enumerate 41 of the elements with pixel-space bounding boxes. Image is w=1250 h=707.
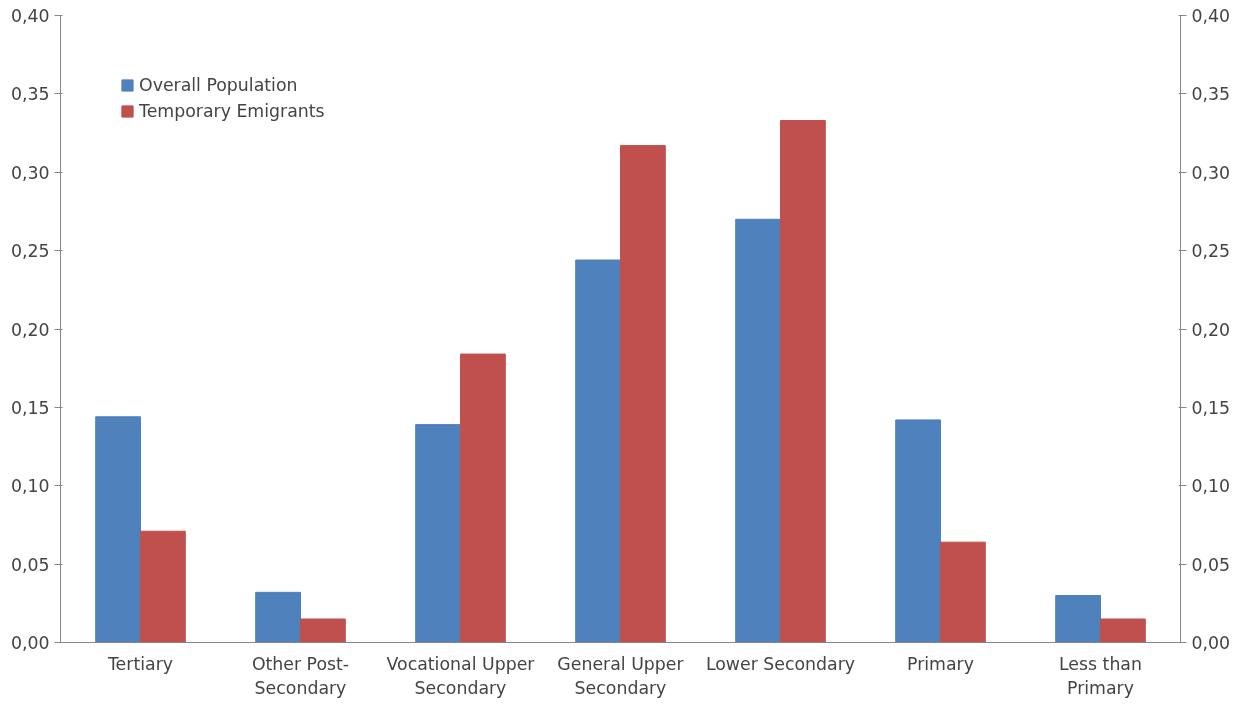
x-tick-label: Primary	[907, 653, 974, 674]
bar	[575, 259, 621, 643]
x-tick-label: Other Post-Secondary	[251, 653, 350, 698]
y2-tick-label: 0,30	[1191, 162, 1231, 183]
bar	[95, 416, 141, 643]
y-tick-label: 0,20	[10, 319, 50, 340]
y-tick-label: 0,05	[10, 554, 50, 575]
y2-tick-label: 0,00	[1191, 633, 1231, 653]
x-tick-label: Less than Primary	[1059, 653, 1142, 698]
y-tick-label: 0,10	[10, 476, 50, 497]
y2-tick-label: 0,25	[1191, 241, 1231, 262]
bar	[620, 145, 666, 643]
x-tick-label: Lower Secondary	[705, 653, 856, 674]
legend-label: Overall Population	[139, 75, 298, 95]
bar	[415, 424, 461, 643]
bar	[1100, 618, 1146, 643]
y2-tick-label: 0,10	[1191, 476, 1231, 497]
y2-tick-label: 0,35	[1191, 84, 1231, 105]
bar	[300, 618, 346, 643]
x-tick-label: Vocational Upper Secondary	[386, 653, 536, 698]
y2-tick-label: 0,20	[1191, 319, 1231, 340]
y-tick-label: 0,15	[10, 397, 50, 418]
bar	[780, 120, 826, 643]
bar	[140, 530, 186, 643]
y-tick-label: 0,25	[10, 241, 50, 262]
x-tick-label: Tertiary	[106, 653, 174, 674]
y2-tick-label: 0,15	[1191, 397, 1231, 418]
bar	[460, 353, 506, 643]
y2-tick-label: 0,40	[1191, 6, 1231, 26]
y-tick-label: 0,40	[10, 6, 50, 26]
bar	[940, 541, 986, 643]
y-tick-label: 0,30	[10, 162, 50, 183]
y-tick-label: 0,00	[10, 633, 50, 653]
bar	[735, 218, 781, 643]
y-tick-label: 0,35	[10, 84, 50, 105]
legend-label: Temporary Emigrants	[139, 101, 325, 121]
bar	[895, 419, 941, 643]
bar	[255, 591, 301, 643]
y2-tick-label: 0,05	[1191, 554, 1231, 575]
bar	[1055, 594, 1101, 643]
x-tick-label: General Upper Secondary	[557, 653, 685, 698]
